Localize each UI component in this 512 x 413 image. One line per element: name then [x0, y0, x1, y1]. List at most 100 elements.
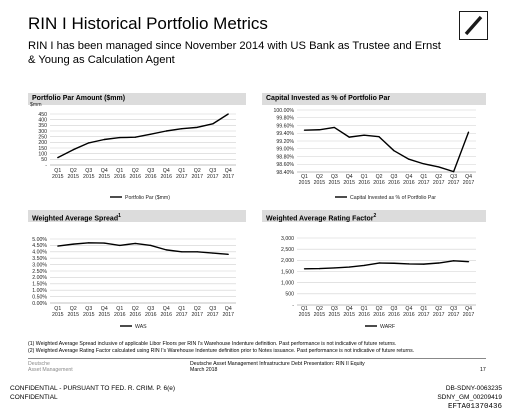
- par-x-tick-year: 2015: [67, 174, 79, 180]
- warf-x-tick-year: 2016: [388, 312, 400, 318]
- was-legend-label: WAS: [135, 324, 147, 330]
- warf-x-tick-quarter: Q1: [420, 306, 427, 312]
- par-data-point: [196, 126, 198, 128]
- warf-x-tick-quarter: Q3: [390, 306, 397, 312]
- was-x-tick-year: 2016: [160, 312, 172, 318]
- par-x-tick-year: 2015: [98, 174, 110, 180]
- par-data-point: [88, 142, 90, 144]
- par-y-tick-label: 150: [38, 146, 47, 152]
- cap-x-tick-quarter: Q3: [450, 174, 457, 180]
- was-y-tick-label: 4.00%: [32, 250, 47, 256]
- was-y-tick-label: 4.50%: [32, 243, 47, 249]
- par-x-tick-quarter: Q4: [101, 168, 108, 174]
- par-x-tick-year: 2017: [176, 174, 188, 180]
- was-data-point: [212, 252, 214, 254]
- was-x-tick-year: 2017: [176, 312, 188, 318]
- was-x-tick-quarter: Q1: [178, 306, 185, 312]
- par-x-tick-quarter: Q3: [147, 168, 154, 174]
- cap-x-tick-year: 2017: [433, 180, 445, 186]
- cap-y-tick-label: 99.80%: [276, 116, 294, 122]
- was-data-point: [88, 242, 90, 244]
- warf-x-tick-year: 2016: [373, 312, 385, 318]
- cap-x-tick-year: 2016: [388, 180, 400, 186]
- par-data-point: [212, 123, 214, 125]
- was-x-tick-year: 2017: [191, 312, 203, 318]
- warf-x-tick-year: 2015: [343, 312, 355, 318]
- was-y-tick-label: 0.50%: [32, 294, 47, 300]
- cap-data-point: [408, 158, 410, 160]
- cap-y-tick-label: 99.00%: [276, 147, 294, 153]
- par-data-point: [150, 133, 152, 135]
- bates-number-2: SDNY_GM_00209419: [437, 394, 502, 401]
- warf-x-tick-year: 2017: [433, 312, 445, 318]
- was-data-point: [150, 244, 152, 246]
- was-x-tick-year: 2016: [114, 312, 126, 318]
- cap-x-tick-quarter: Q2: [376, 174, 383, 180]
- bates-number-1: DB-SDNY-0063235: [445, 385, 502, 392]
- was-data-point: [103, 242, 105, 244]
- par-x-tick-quarter: Q2: [70, 168, 77, 174]
- warf-y-tick-label: 1,500: [281, 269, 294, 275]
- was-data-point: [196, 251, 198, 253]
- deutsche-bank-logo-icon: [459, 11, 488, 40]
- was-data-point: [72, 243, 74, 245]
- warf-data-point: [467, 261, 470, 263]
- cap-x-tick-year: 2017: [448, 180, 460, 186]
- was-x-tick-quarter: Q1: [54, 306, 61, 312]
- cap-data-point: [378, 136, 380, 138]
- footer-doc-title: Deutsche Asset Management Infrastructure…: [190, 361, 365, 367]
- par-y-tick-label: 350: [38, 123, 47, 129]
- was-x-tick-year: 2017: [207, 312, 219, 318]
- warf-x-tick-year: 2017: [418, 312, 430, 318]
- was-data-point: [181, 251, 183, 253]
- cap-x-tick-quarter: Q1: [301, 174, 308, 180]
- footer-doc-date: March 2018: [190, 367, 218, 373]
- was-y-tick-label: 3.50%: [32, 256, 47, 262]
- was-data-point: [165, 249, 167, 251]
- cap-x-tick-year: 2015: [329, 180, 341, 186]
- warf-data-point: [303, 268, 306, 270]
- warf-data-point: [408, 263, 410, 265]
- capital-invested-panel-header: Capital Invested as % of Portfolio Par: [262, 93, 486, 105]
- warf-y-tick-label: -: [292, 303, 294, 309]
- par-data-point: [72, 149, 74, 151]
- was-data-point: [119, 244, 121, 246]
- par-x-tick-year: 2016: [160, 174, 172, 180]
- warf-x-tick-year: 2015: [299, 312, 311, 318]
- warf-x-tick-year: 2015: [314, 312, 326, 318]
- warf-x-tick-year: 2015: [329, 312, 341, 318]
- was-x-tick-quarter: Q4: [101, 306, 108, 312]
- par-x-tick-year: 2017: [191, 174, 203, 180]
- was-y-tick-label: 5.00%: [32, 237, 47, 243]
- cap-data-point: [467, 131, 470, 133]
- par-amount-chart-title: Portfolio Par Amount ($mm): [32, 95, 126, 102]
- warf-chart-title: Weighted Average Rating Factor: [266, 215, 374, 223]
- par-y-tick-label: 250: [38, 134, 47, 140]
- was-y-tick-label: 1.50%: [32, 282, 47, 288]
- warf-data-point: [393, 262, 395, 264]
- confidential-line2: CONFIDENTIAL: [10, 394, 58, 401]
- par-y-tick-label: 450: [38, 112, 47, 118]
- was-data-point: [227, 253, 229, 255]
- cap-y-tick-label: 100.00%: [274, 108, 295, 114]
- was-series-line: [57, 242, 229, 256]
- was-data-point: [57, 245, 59, 247]
- footer-brand-line1: Deutsche: [28, 361, 50, 367]
- cap-y-tick-label: 99.60%: [276, 123, 294, 129]
- was-x-tick-quarter: Q3: [85, 306, 92, 312]
- par-y-tick-label: 400: [38, 117, 47, 123]
- cap-x-tick-quarter: Q4: [346, 174, 353, 180]
- cap-x-tick-quarter: Q2: [435, 174, 442, 180]
- par-x-tick-year: 2016: [145, 174, 157, 180]
- page-title: RIN I Historical Portfolio Metrics: [28, 14, 268, 33]
- was-x-tick-quarter: Q2: [194, 306, 201, 312]
- was-y-tick-label: 3.00%: [32, 262, 47, 268]
- was-title-footnote: 1: [118, 213, 121, 219]
- warf-panel-header: Weighted Average Rating Factor2: [262, 210, 486, 222]
- was-x-tick-year: 2016: [145, 312, 157, 318]
- par-y-tick-label: 100: [38, 151, 47, 157]
